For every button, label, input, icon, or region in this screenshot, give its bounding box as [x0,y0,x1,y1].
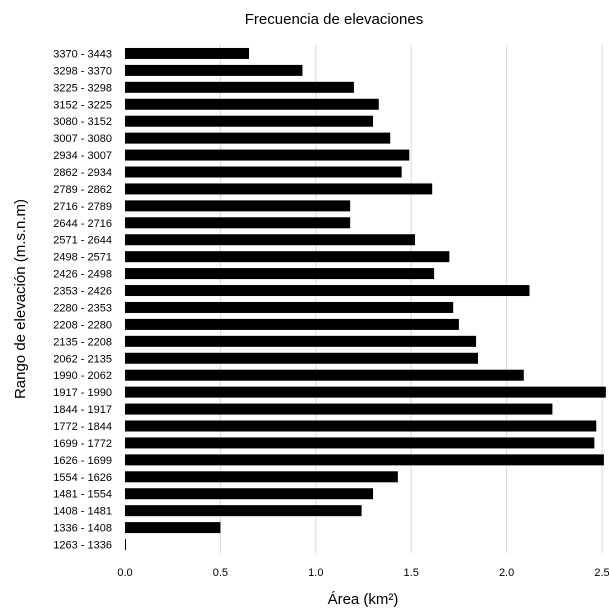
bar [125,335,477,347]
bar [125,81,354,93]
bar [125,539,126,551]
chart-title: Frecuencia de elevaciones [245,11,423,28]
bar [125,217,351,229]
y-tick-label: 3298 - 3370 [53,65,112,77]
y-tick-label: 1917 - 1990 [53,387,112,399]
x-axis-title: Área (km²) [328,591,399,608]
x-tick-labels: 0.0 0.5 1.0 1.5 2.0 2.5 [117,567,609,579]
bar [125,183,433,195]
y-tick-label: 3370 - 3443 [53,48,112,60]
bar [125,166,402,178]
bar [125,369,524,381]
y-tick-labels: 1263 - 1336 1336 - 1408 1408 - 1481 1481 - … [53,48,112,551]
y-tick-label: 2862 - 2934 [53,167,112,179]
x-tick-label: 2.5 [594,567,609,579]
bar [125,318,459,330]
bar [125,386,606,398]
bar [125,234,416,246]
y-tick-label: 2280 - 2353 [53,302,112,314]
y-tick-label: 2789 - 2862 [53,184,112,196]
y-tick-label: 2062 - 2135 [53,353,112,365]
y-tick-label: 3225 - 3298 [53,82,112,94]
y-tick-label: 1554 - 1626 [53,472,112,484]
y-tick-label: 2353 - 2426 [53,286,112,298]
y-tick-label: 1772 - 1844 [53,421,112,433]
bar [125,285,530,297]
y-tick-label: 2571 - 2644 [53,235,112,247]
bar [125,488,374,500]
y-tick-label: 2934 - 3007 [53,150,112,162]
x-tick-label: 0.5 [213,567,228,579]
bar [125,454,604,466]
bar [125,115,374,127]
bar [125,471,398,483]
bar [125,420,597,432]
y-tick-label: 3080 - 3152 [53,116,112,128]
y-tick-label: 2426 - 2498 [53,269,112,281]
y-tick-label: 1626 - 1699 [53,455,112,467]
y-tick-label: 2498 - 2571 [53,252,112,264]
y-tick-label: 1844 - 1917 [53,404,112,416]
y-tick-label: 2716 - 2789 [53,201,112,213]
y-tick-label: 1263 - 1336 [53,540,112,552]
bar [125,200,351,212]
bar [125,251,450,263]
y-tick-label: 1408 - 1481 [53,506,112,518]
y-tick-label: 1699 - 1772 [53,438,112,450]
bar [125,301,454,313]
x-tick-label: 0.0 [117,567,132,579]
bar [125,149,410,161]
x-tick-label: 1.5 [404,567,419,579]
bar [125,132,391,144]
x-tick-label: 1.0 [308,567,323,579]
bars [125,47,606,551]
bar [125,505,362,517]
bar [125,268,435,280]
bar [125,98,379,110]
y-tick-label: 1990 - 2062 [53,370,112,382]
x-tick-label: 2.0 [499,567,514,579]
y-axis-title: Rango de elevación (m.s.n.m) [12,199,29,399]
y-tick-label: 2644 - 2716 [53,218,112,230]
y-tick-label: 2208 - 2280 [53,319,112,331]
bar [125,437,595,449]
bar [125,522,221,534]
y-tick-label: 3152 - 3225 [53,99,112,111]
y-tick-label: 1336 - 1408 [53,523,112,535]
bar [125,47,250,59]
bar [125,64,303,76]
y-tick-label: 1481 - 1554 [53,489,112,501]
y-tick-label: 2135 - 2208 [53,336,112,348]
y-tick-label: 3007 - 3080 [53,133,112,145]
bar [125,403,553,415]
bar [125,352,478,364]
gridlines [219,45,603,553]
